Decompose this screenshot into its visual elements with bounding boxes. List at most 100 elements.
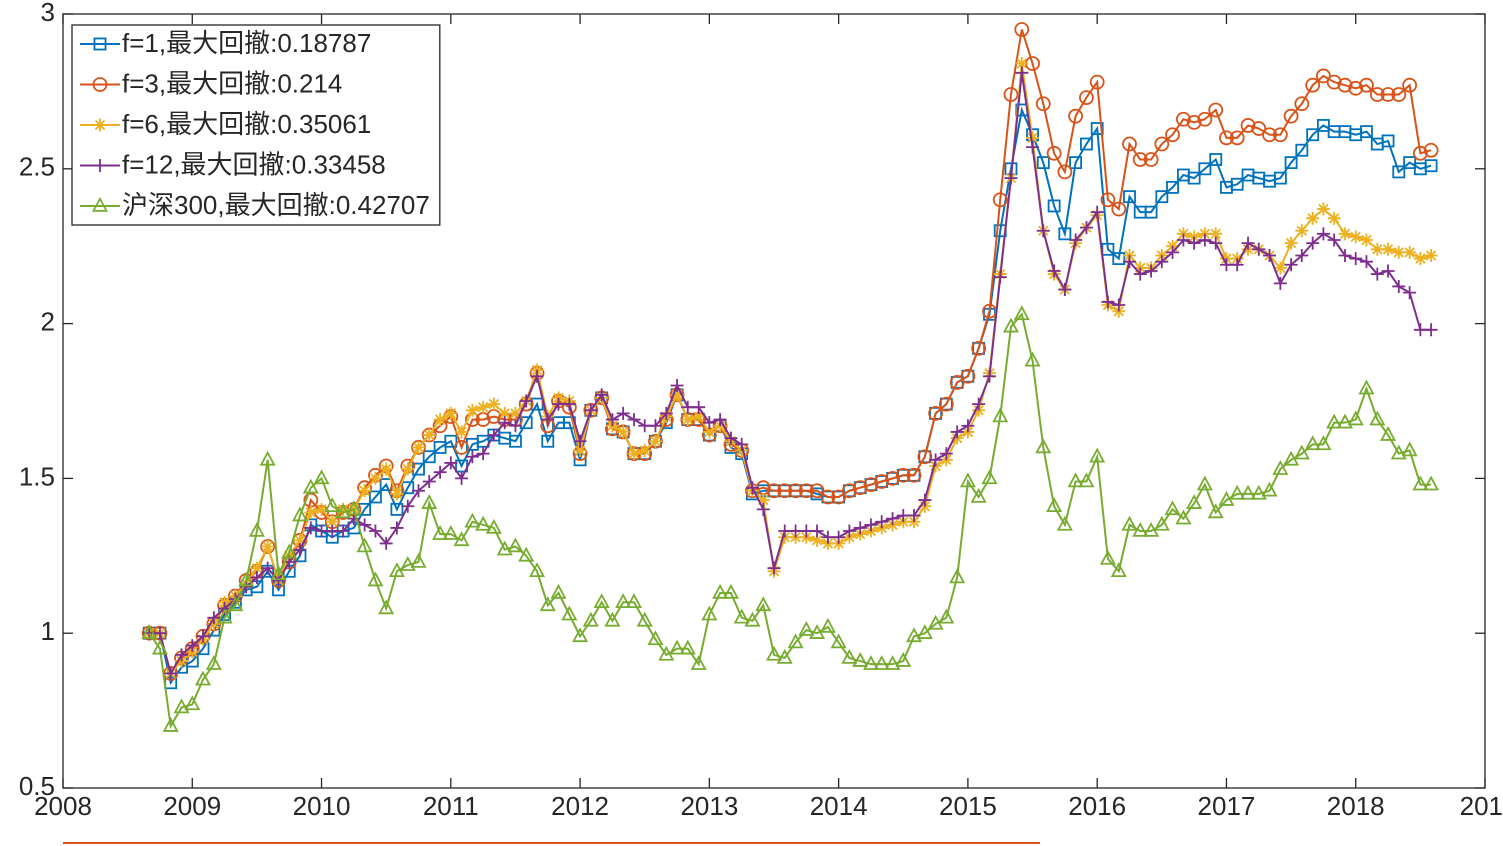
marker: [1326, 74, 1342, 90]
marker: [981, 469, 998, 485]
marker: [358, 518, 372, 532]
marker: [830, 633, 847, 649]
marker: [302, 478, 319, 494]
marker: [1186, 494, 1203, 509]
marker: [1155, 255, 1169, 269]
marker: [410, 552, 427, 568]
marker: [1336, 413, 1354, 429]
series: [142, 66, 1438, 680]
marker: [735, 437, 749, 451]
marker: [1424, 323, 1438, 337]
marker: [422, 474, 436, 488]
marker: [831, 489, 847, 505]
marker: [444, 406, 458, 420]
marker: [261, 561, 275, 575]
marker: [647, 630, 664, 646]
marker: [1412, 145, 1428, 161]
marker: [1122, 136, 1137, 152]
marker: [562, 397, 576, 411]
marker: [842, 524, 856, 538]
marker: [907, 509, 921, 523]
marker: [960, 368, 976, 384]
marker: [1058, 227, 1072, 241]
marker: [692, 409, 706, 423]
marker: [151, 639, 168, 655]
marker: [1046, 145, 1062, 161]
marker: [584, 403, 598, 417]
marker: [529, 562, 546, 578]
marker: [1240, 118, 1256, 133]
marker: [1424, 248, 1438, 262]
marker: [1338, 227, 1352, 241]
marker: [690, 655, 707, 670]
marker: [1186, 114, 1202, 130]
axes-box: [62, 13, 1486, 789]
marker: [777, 483, 793, 499]
marker: [390, 521, 404, 535]
marker: [476, 400, 490, 414]
marker: [929, 406, 943, 420]
legend-label: f=12,最大回撤:0.33458: [122, 149, 386, 179]
marker: [1112, 298, 1126, 312]
marker: [1155, 190, 1169, 204]
y-tick-label: 1: [41, 616, 55, 646]
marker: [1175, 509, 1192, 525]
marker: [895, 467, 911, 483]
marker: [1316, 227, 1330, 241]
marker: [1295, 248, 1309, 262]
marker: [508, 406, 522, 420]
marker: [433, 465, 447, 479]
marker: [1273, 261, 1287, 275]
marker: [1293, 444, 1310, 460]
marker: [595, 388, 609, 402]
marker: [1047, 264, 1061, 278]
marker: [153, 626, 167, 640]
marker: [369, 490, 382, 504]
marker: [982, 369, 996, 383]
marker: [1359, 255, 1373, 269]
marker: [455, 471, 469, 485]
marker: [1133, 267, 1147, 281]
marker: [1090, 122, 1104, 135]
marker: [949, 568, 966, 584]
marker: [1283, 108, 1299, 124]
marker: [1209, 153, 1223, 166]
marker: [539, 596, 556, 612]
marker: [1316, 202, 1330, 216]
marker: [1067, 472, 1084, 488]
legend-box: [71, 24, 441, 226]
marker: [1058, 283, 1072, 297]
marker: [841, 483, 857, 499]
marker: [325, 515, 339, 529]
marker: [454, 440, 469, 455]
marker: [507, 537, 524, 553]
marker: [509, 434, 522, 448]
marker: [722, 583, 739, 599]
marker: [1284, 156, 1298, 170]
marker: [702, 416, 716, 430]
marker: [465, 403, 479, 417]
marker: [1112, 252, 1126, 266]
x-tick-label: 2015: [939, 791, 997, 821]
marker: [1026, 131, 1040, 145]
marker: [1154, 136, 1170, 152]
marker: [1381, 242, 1395, 256]
marker: [681, 400, 695, 414]
marker: [444, 456, 458, 470]
legend-label: 沪深300,最大回撤:0.42707: [122, 190, 430, 220]
marker: [465, 450, 479, 464]
marker: [733, 608, 750, 624]
x-tick-label: 2012: [551, 791, 609, 821]
marker: [498, 406, 512, 420]
legend-label: f=1,最大回撤:0.18787: [122, 28, 371, 58]
marker: [1164, 500, 1181, 516]
marker: [92, 77, 108, 92]
marker: [1209, 236, 1223, 250]
marker: [798, 483, 814, 499]
marker: [1014, 22, 1030, 37]
marker: [1262, 127, 1277, 143]
marker: [1326, 413, 1343, 429]
marker: [573, 434, 587, 448]
marker: [1219, 130, 1234, 146]
